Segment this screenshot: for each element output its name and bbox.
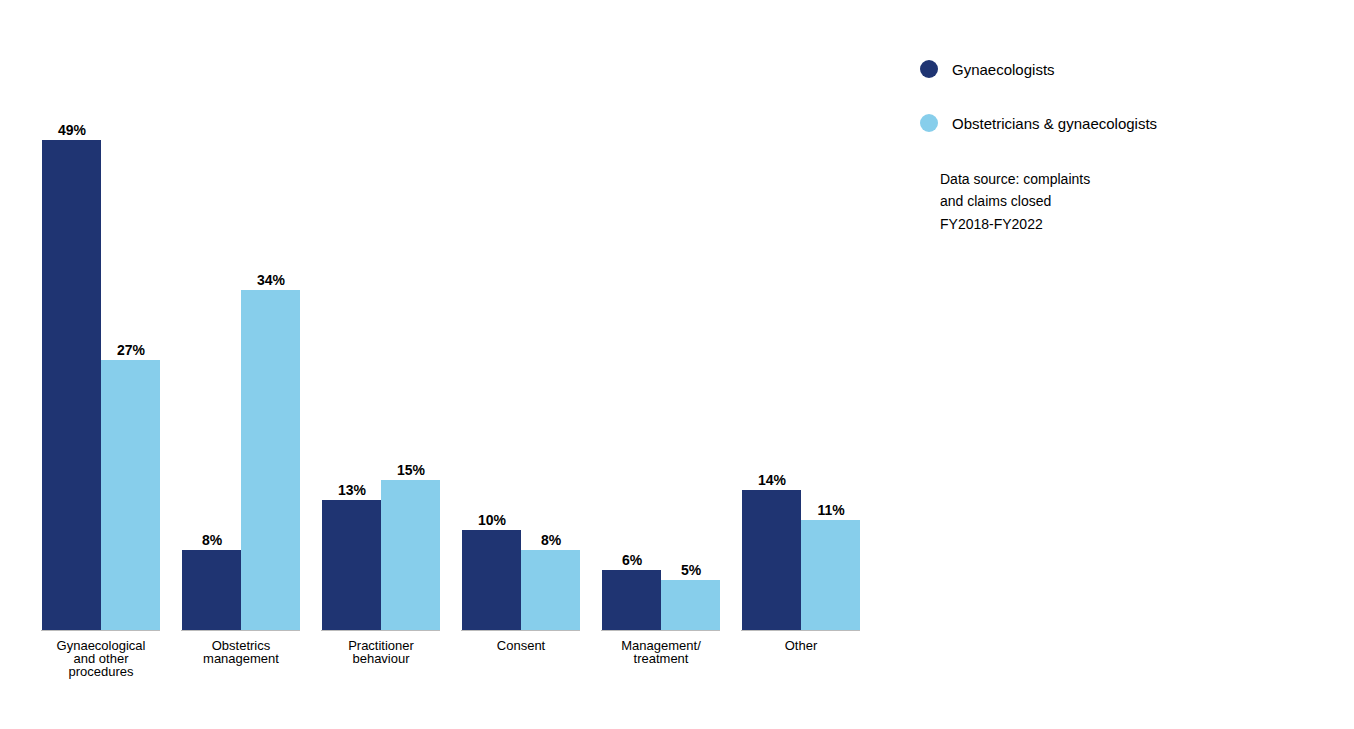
svg-text:49%: 49% <box>58 122 87 138</box>
svg-text:Consent: Consent <box>497 638 546 653</box>
svg-text:13%: 13% <box>338 482 367 498</box>
svg-text:Obstetricsmanagement: Obstetricsmanagement <box>203 638 279 666</box>
html-text:Gynaecologists: Gynaecologists <box>952 60 1055 78</box>
svg-text:6%: 6% <box>622 552 643 568</box>
html-text:Obstetricians & gynaecologists: Obstetricians & gynaecologists <box>952 114 1158 132</box>
svg-text:15%: 15% <box>397 462 426 478</box>
svg-text:10%: 10% <box>478 512 507 528</box>
svg-text:Other: Other <box>785 638 818 653</box>
svg-text:34%: 34% <box>257 272 286 288</box>
svg-text:5%: 5% <box>681 562 702 578</box>
svg-text:Gynaecologicaland otherprocedu: Gynaecologicaland otherprocedures <box>57 638 146 679</box>
svg-text:27%: 27% <box>117 342 146 358</box>
svg-text:14%: 14% <box>758 472 787 488</box>
svg-text:Practitionerbehaviour: Practitionerbehaviour <box>348 638 414 666</box>
svg-text:11%: 11% <box>817 502 845 518</box>
html-text:Data source: complaints and cl: Data source: complaints and claims close… <box>940 171 1091 232</box>
svg-text:8%: 8% <box>202 532 223 548</box>
svg-text:8%: 8% <box>541 532 562 548</box>
svg-text:Management/treatment: Management/treatment <box>621 638 701 666</box>
